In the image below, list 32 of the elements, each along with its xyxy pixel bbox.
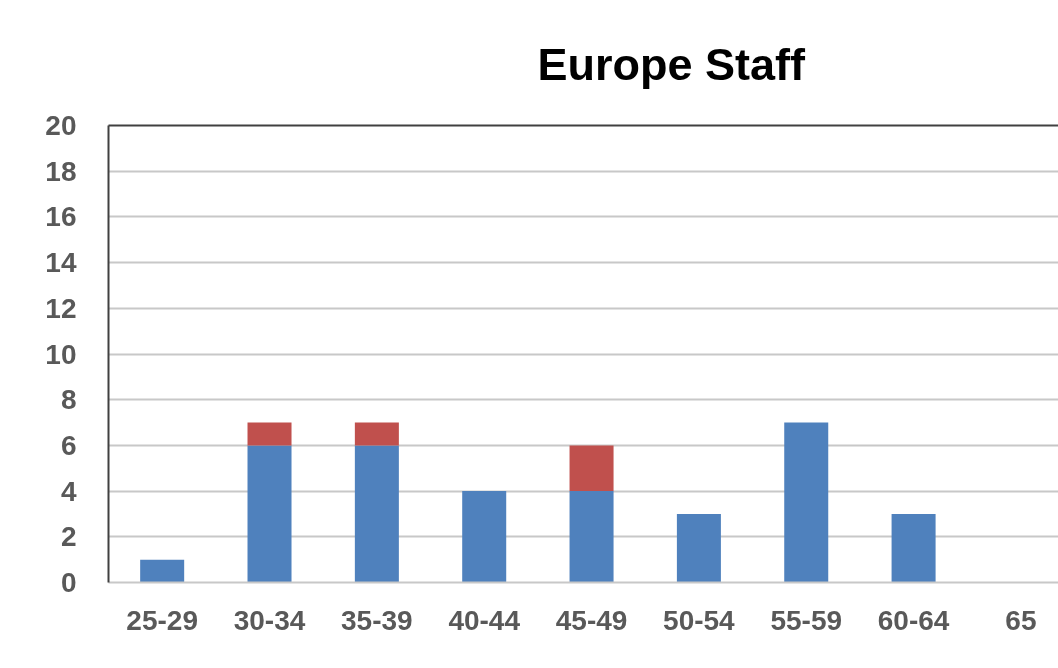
bar xyxy=(891,513,936,583)
bar xyxy=(462,491,507,583)
bar xyxy=(247,422,292,446)
y-tick-label: 8 xyxy=(60,384,77,416)
y-tick-label: 16 xyxy=(45,201,77,233)
bar xyxy=(676,513,721,583)
chart-title: Europe Staff xyxy=(537,38,807,90)
y-tick-label: 14 xyxy=(45,247,77,279)
x-tick-label: 35-39 xyxy=(341,604,413,636)
y-tick-label: 20 xyxy=(45,110,77,141)
bar xyxy=(354,445,399,583)
x-tick-label: 25-29 xyxy=(126,604,198,636)
y-tick-label: 6 xyxy=(60,429,77,461)
x-tick-label: 60-64 xyxy=(877,604,950,636)
bar xyxy=(784,422,829,583)
bar xyxy=(354,422,399,446)
y-tick-label: 12 xyxy=(45,292,77,324)
x-tick-label: 50-54 xyxy=(663,604,736,636)
x-tick-label: 30-34 xyxy=(233,604,306,636)
bar xyxy=(140,559,185,583)
y-tick-label: 4 xyxy=(60,475,77,507)
y-tick-label: 10 xyxy=(45,338,77,370)
y-tick-label: 2 xyxy=(60,521,77,553)
x-tick-label: 40-44 xyxy=(448,604,521,636)
x-tick-label: 45-49 xyxy=(555,604,628,636)
bar xyxy=(569,491,614,583)
bar xyxy=(569,445,614,492)
x-tick-label: 65 xyxy=(1005,604,1037,636)
y-tick-label: 18 xyxy=(45,155,77,187)
y-tick-label: 0 xyxy=(60,567,77,598)
bar xyxy=(247,445,292,583)
x-tick-label: 55-59 xyxy=(770,604,843,636)
